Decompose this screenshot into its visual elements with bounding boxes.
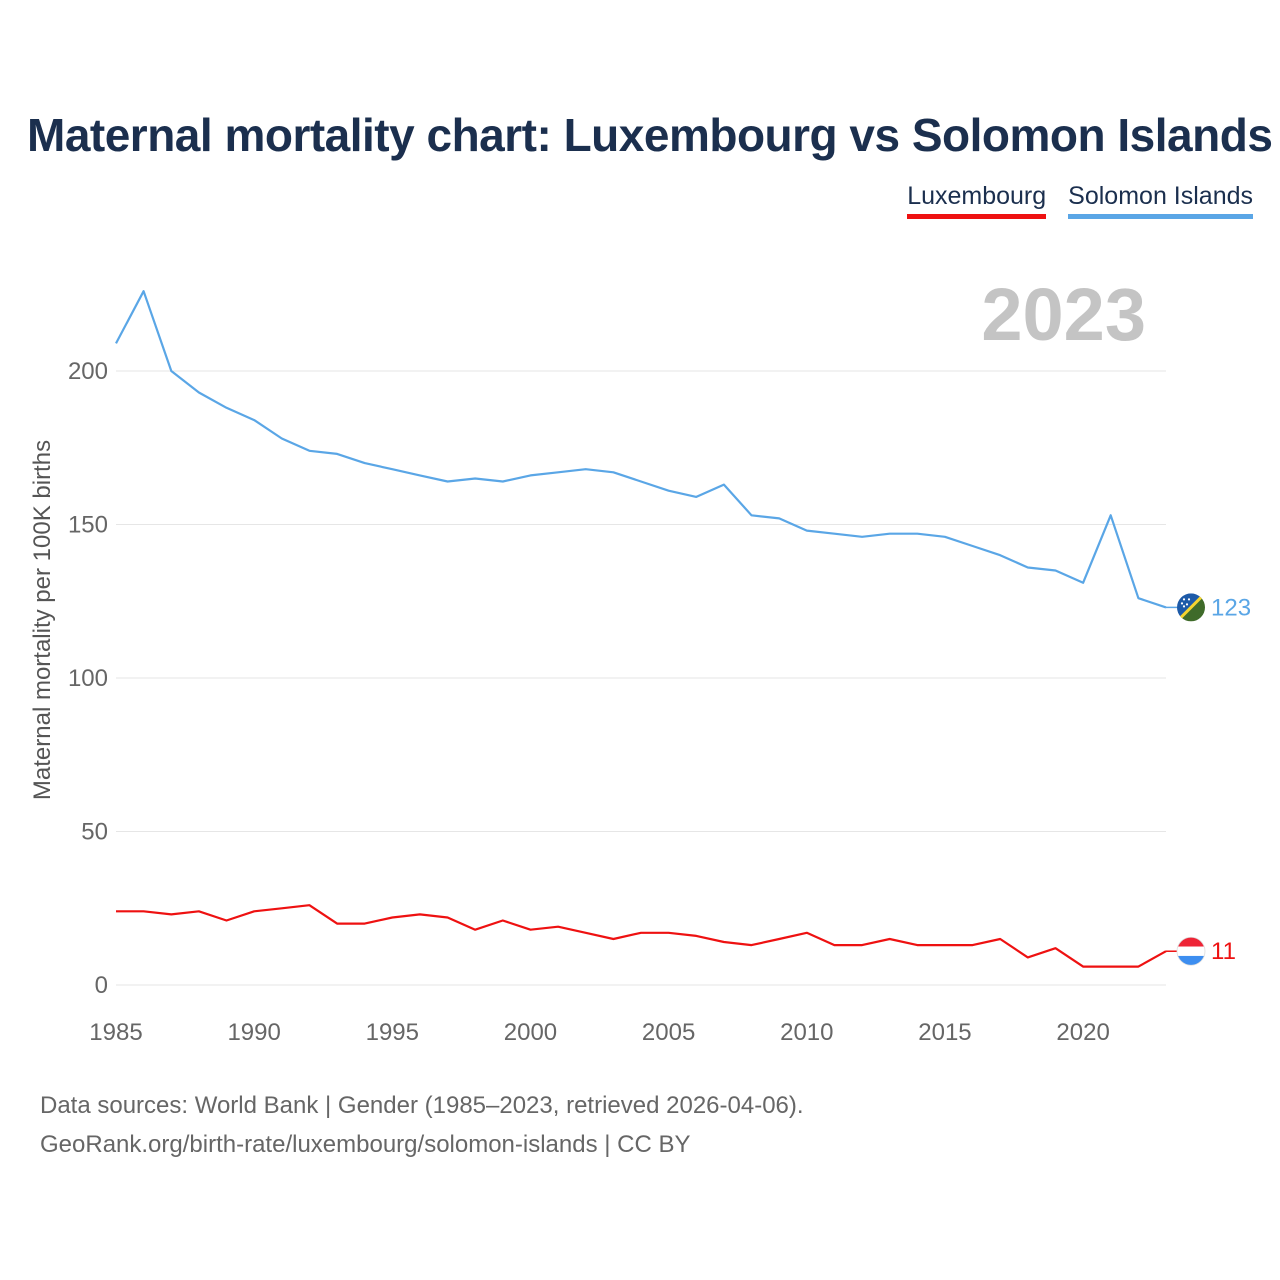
y-tick-label: 200: [68, 358, 108, 385]
x-tick-label: 1990: [227, 1019, 280, 1046]
x-tick-label: 2010: [780, 1019, 833, 1046]
footer-link[interactable]: GeoRank.org/birth-rate/luxembourg/solomo…: [40, 1131, 691, 1158]
legend: Luxembourg Solomon Islands: [907, 182, 1253, 219]
x-tick-label: 1995: [366, 1019, 419, 1046]
footer: Data sources: World Bank | Gender (1985–…: [40, 1086, 804, 1164]
series-line-solomon-islands: [115, 290, 1167, 609]
flag-icon-solomon-islands: [1177, 593, 1205, 622]
line-chart: 2023 Maternal mortality per 100K births …: [29, 273, 1251, 1046]
end-value-label-luxembourg: 11: [1211, 938, 1236, 965]
footer-sources: Data sources: World Bank | Gender (1985–…: [40, 1092, 804, 1119]
legend-item-solomon-islands[interactable]: Solomon Islands: [1068, 182, 1253, 219]
year-watermark: 2023: [981, 273, 1146, 356]
y-tick-label: 150: [68, 512, 108, 539]
series-line-luxembourg: [116, 904, 1167, 968]
legend-item-luxembourg[interactable]: Luxembourg: [907, 182, 1047, 219]
x-tick-label: 1985: [89, 1019, 142, 1046]
end-value-label-solomon-islands: 123: [1211, 594, 1251, 621]
y-axis-label: Maternal mortality per 100K births: [29, 440, 56, 800]
y-tick-label: 0: [95, 972, 108, 999]
x-tick-label: 2015: [918, 1019, 971, 1046]
x-tick-label: 2005: [642, 1019, 695, 1046]
chart-title: Maternal mortality chart: Luxembourg vs …: [27, 109, 1273, 161]
y-tick-label: 100: [68, 665, 108, 692]
y-tick-label: 50: [81, 819, 108, 846]
x-tick-label: 2020: [1056, 1019, 1109, 1046]
flag-icon-luxembourg: [1176, 936, 1206, 966]
x-tick-label: 2000: [504, 1019, 557, 1046]
